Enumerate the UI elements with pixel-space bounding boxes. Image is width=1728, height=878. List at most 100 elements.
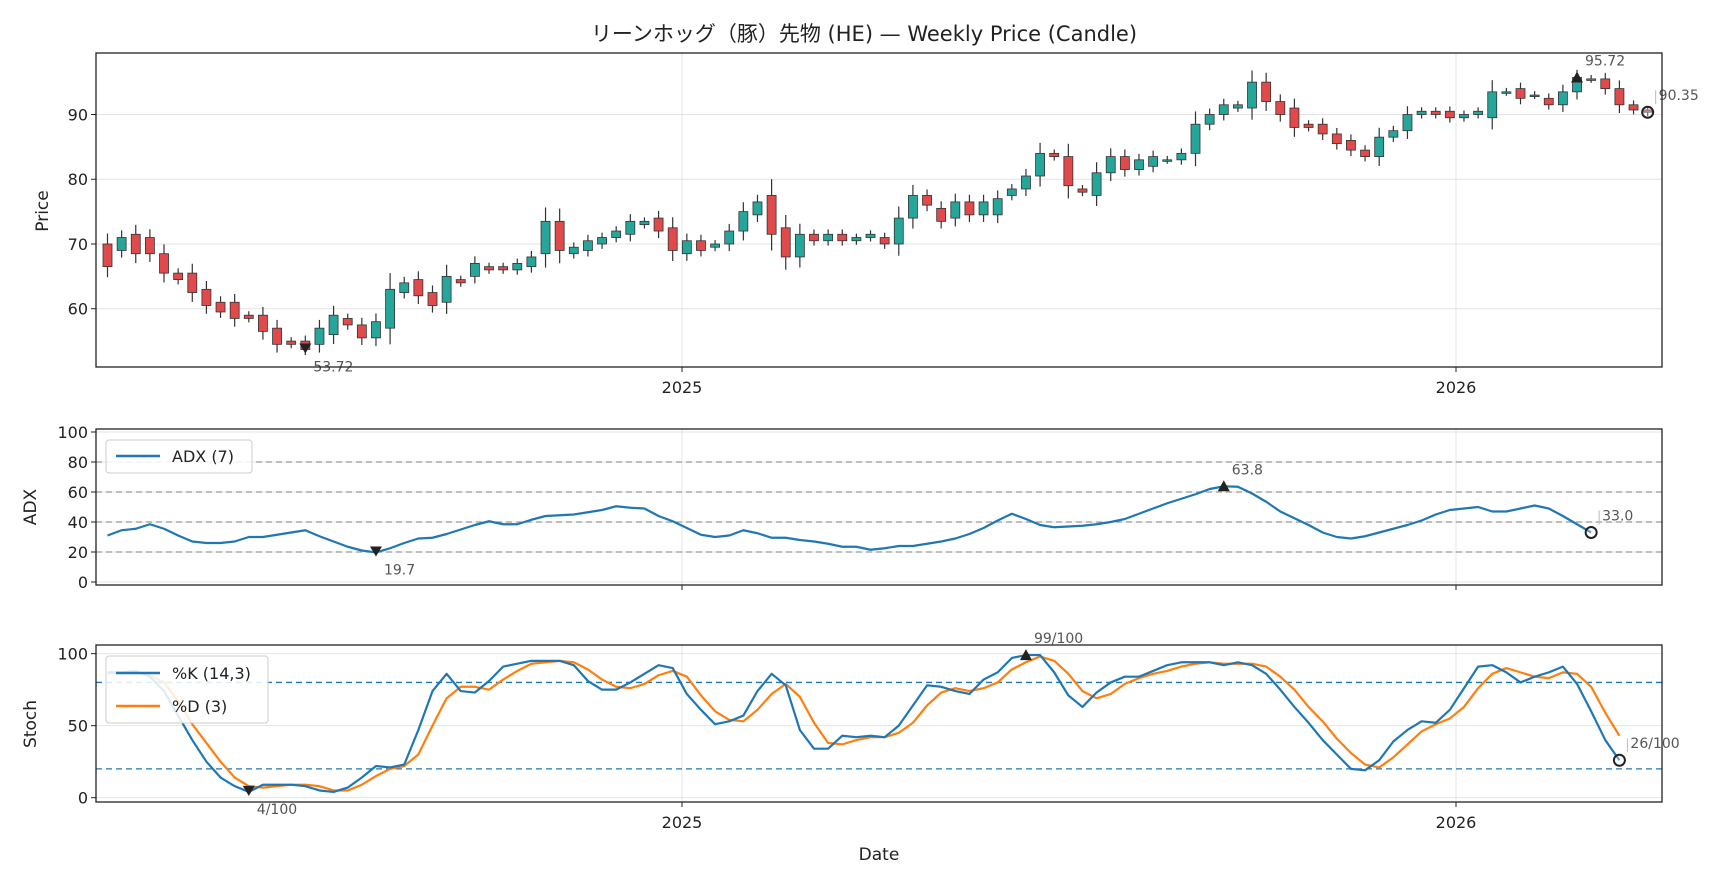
stoch-ytick-label-0: 0 <box>78 789 88 808</box>
candle-body-25 <box>455 279 466 284</box>
price-ytick-label-70: 70 <box>68 235 88 254</box>
candle-body-37 <box>625 220 636 235</box>
adx-high-label: 63.8 <box>1232 462 1263 478</box>
candle-body-47 <box>766 195 777 235</box>
candle-body-92 <box>1402 114 1413 132</box>
candle-body-31 <box>540 220 551 255</box>
adx-ytick-label-80: 80 <box>68 453 88 472</box>
candle-body-8 <box>215 301 226 313</box>
candle-body-18 <box>356 324 367 339</box>
candle-body-29 <box>512 263 523 271</box>
stoch-xtick-label-2026: 2026 <box>1436 813 1477 832</box>
candle-body-95 <box>1444 110 1455 119</box>
stoch-xtick-label-2025: 2025 <box>662 813 703 832</box>
candle-body-49 <box>794 233 805 258</box>
price-last-label: 90.35 <box>1659 88 1699 104</box>
stoch-ylabel: Stoch <box>21 700 41 748</box>
candle-body-4 <box>159 253 169 274</box>
candle-body-73 <box>1134 159 1144 170</box>
candle-body-19 <box>371 321 381 339</box>
price-ylabel: Price <box>33 190 53 231</box>
stoch-ytick-label-100: 100 <box>57 645 88 664</box>
adx-plot-frame <box>95 428 1663 586</box>
candle-body-101 <box>1529 94 1540 97</box>
stoch-k-line <box>107 653 1621 794</box>
candle-body-54 <box>865 233 876 238</box>
candle-body-97 <box>1473 110 1484 115</box>
candle-body-99 <box>1501 91 1512 94</box>
adx-last-label: 33.0 <box>1602 509 1633 525</box>
candle-body-81 <box>1247 81 1257 109</box>
candle-body-78 <box>1204 114 1215 125</box>
candle-body-9 <box>229 301 240 319</box>
candle-body-59 <box>936 207 947 222</box>
price-ytick-label-80: 80 <box>68 170 88 189</box>
candle-body-89 <box>1360 149 1370 157</box>
candle-body-93 <box>1416 110 1427 115</box>
adx-line <box>107 485 1592 554</box>
stoch-low-label: 4/100 <box>257 802 297 818</box>
candle-body-94 <box>1430 110 1441 115</box>
stoch-last-marker <box>1612 753 1626 767</box>
candle-body-75 <box>1162 159 1173 162</box>
candle-body-76 <box>1176 152 1187 161</box>
price-ytick-label-90: 90 <box>68 106 88 125</box>
stoch-ytick-label-50: 50 <box>68 717 88 736</box>
candle-body-77 <box>1190 123 1201 154</box>
candle-body-98 <box>1487 91 1498 119</box>
candle-body-17 <box>342 318 353 326</box>
candle-body-62 <box>978 201 989 216</box>
adx-high-marker <box>1217 480 1230 492</box>
candle-body-3 <box>144 237 155 255</box>
candle-body-74 <box>1148 156 1159 167</box>
stoch-legend-label-k: %K (14,3) <box>172 664 251 683</box>
candle-body-80 <box>1233 104 1243 109</box>
adx-ytick-label-20: 20 <box>68 543 88 562</box>
candle-body-107 <box>1614 88 1625 106</box>
candle-body-16 <box>328 314 339 336</box>
candle-body-27 <box>484 266 494 271</box>
stoch-plot-frame <box>95 644 1663 803</box>
adx-legend-label: ADX (7) <box>172 447 234 466</box>
candle-body-84 <box>1289 107 1300 128</box>
candle-body-58 <box>922 195 932 206</box>
candle-body-72 <box>1119 156 1130 170</box>
candle-body-50 <box>809 233 819 242</box>
candle-body-1 <box>116 237 127 251</box>
stoch-last-label: 26/100 <box>1630 736 1679 752</box>
candle-body-20 <box>385 288 396 329</box>
candle-body-85 <box>1303 123 1314 128</box>
adx-ytick-label-100: 100 <box>57 423 88 442</box>
candle-body-91 <box>1388 130 1399 138</box>
candle-body-6 <box>187 272 198 293</box>
candle-body-103 <box>1557 91 1568 106</box>
candle-body-36 <box>611 230 622 238</box>
candle-body-40 <box>667 227 678 251</box>
chart-title: リーンホッグ（豚）先物 (HE) — Weekly Price (Candle) <box>591 22 1137 46</box>
stoch-low-marker <box>242 785 255 796</box>
candle-body-44 <box>724 230 735 245</box>
candle-body-32 <box>554 220 565 251</box>
stoch-high-label: 99/100 <box>1034 631 1083 647</box>
stoch-high-marker <box>1019 649 1032 661</box>
candle-body-39 <box>653 217 664 232</box>
candle-body-90 <box>1374 136 1385 157</box>
candle-body-106 <box>1600 78 1611 90</box>
candle-body-12 <box>272 327 282 345</box>
candle-body-69 <box>1077 188 1088 193</box>
adx-ylabel: ADX <box>21 488 41 525</box>
price-high-label: 95.72 <box>1585 53 1625 69</box>
stoch-d-line <box>107 655 1621 792</box>
candle-body-57 <box>908 195 918 219</box>
candle-body-67 <box>1049 152 1060 157</box>
candle-body-65 <box>1021 175 1031 190</box>
candle-body-61 <box>964 201 975 216</box>
candle-body-42 <box>696 240 706 251</box>
candle-body-82 <box>1261 81 1272 102</box>
candle-body-45 <box>738 211 749 232</box>
price-low-marker <box>299 343 312 354</box>
candle-body-41 <box>681 240 692 255</box>
candle-body-46 <box>752 201 763 216</box>
